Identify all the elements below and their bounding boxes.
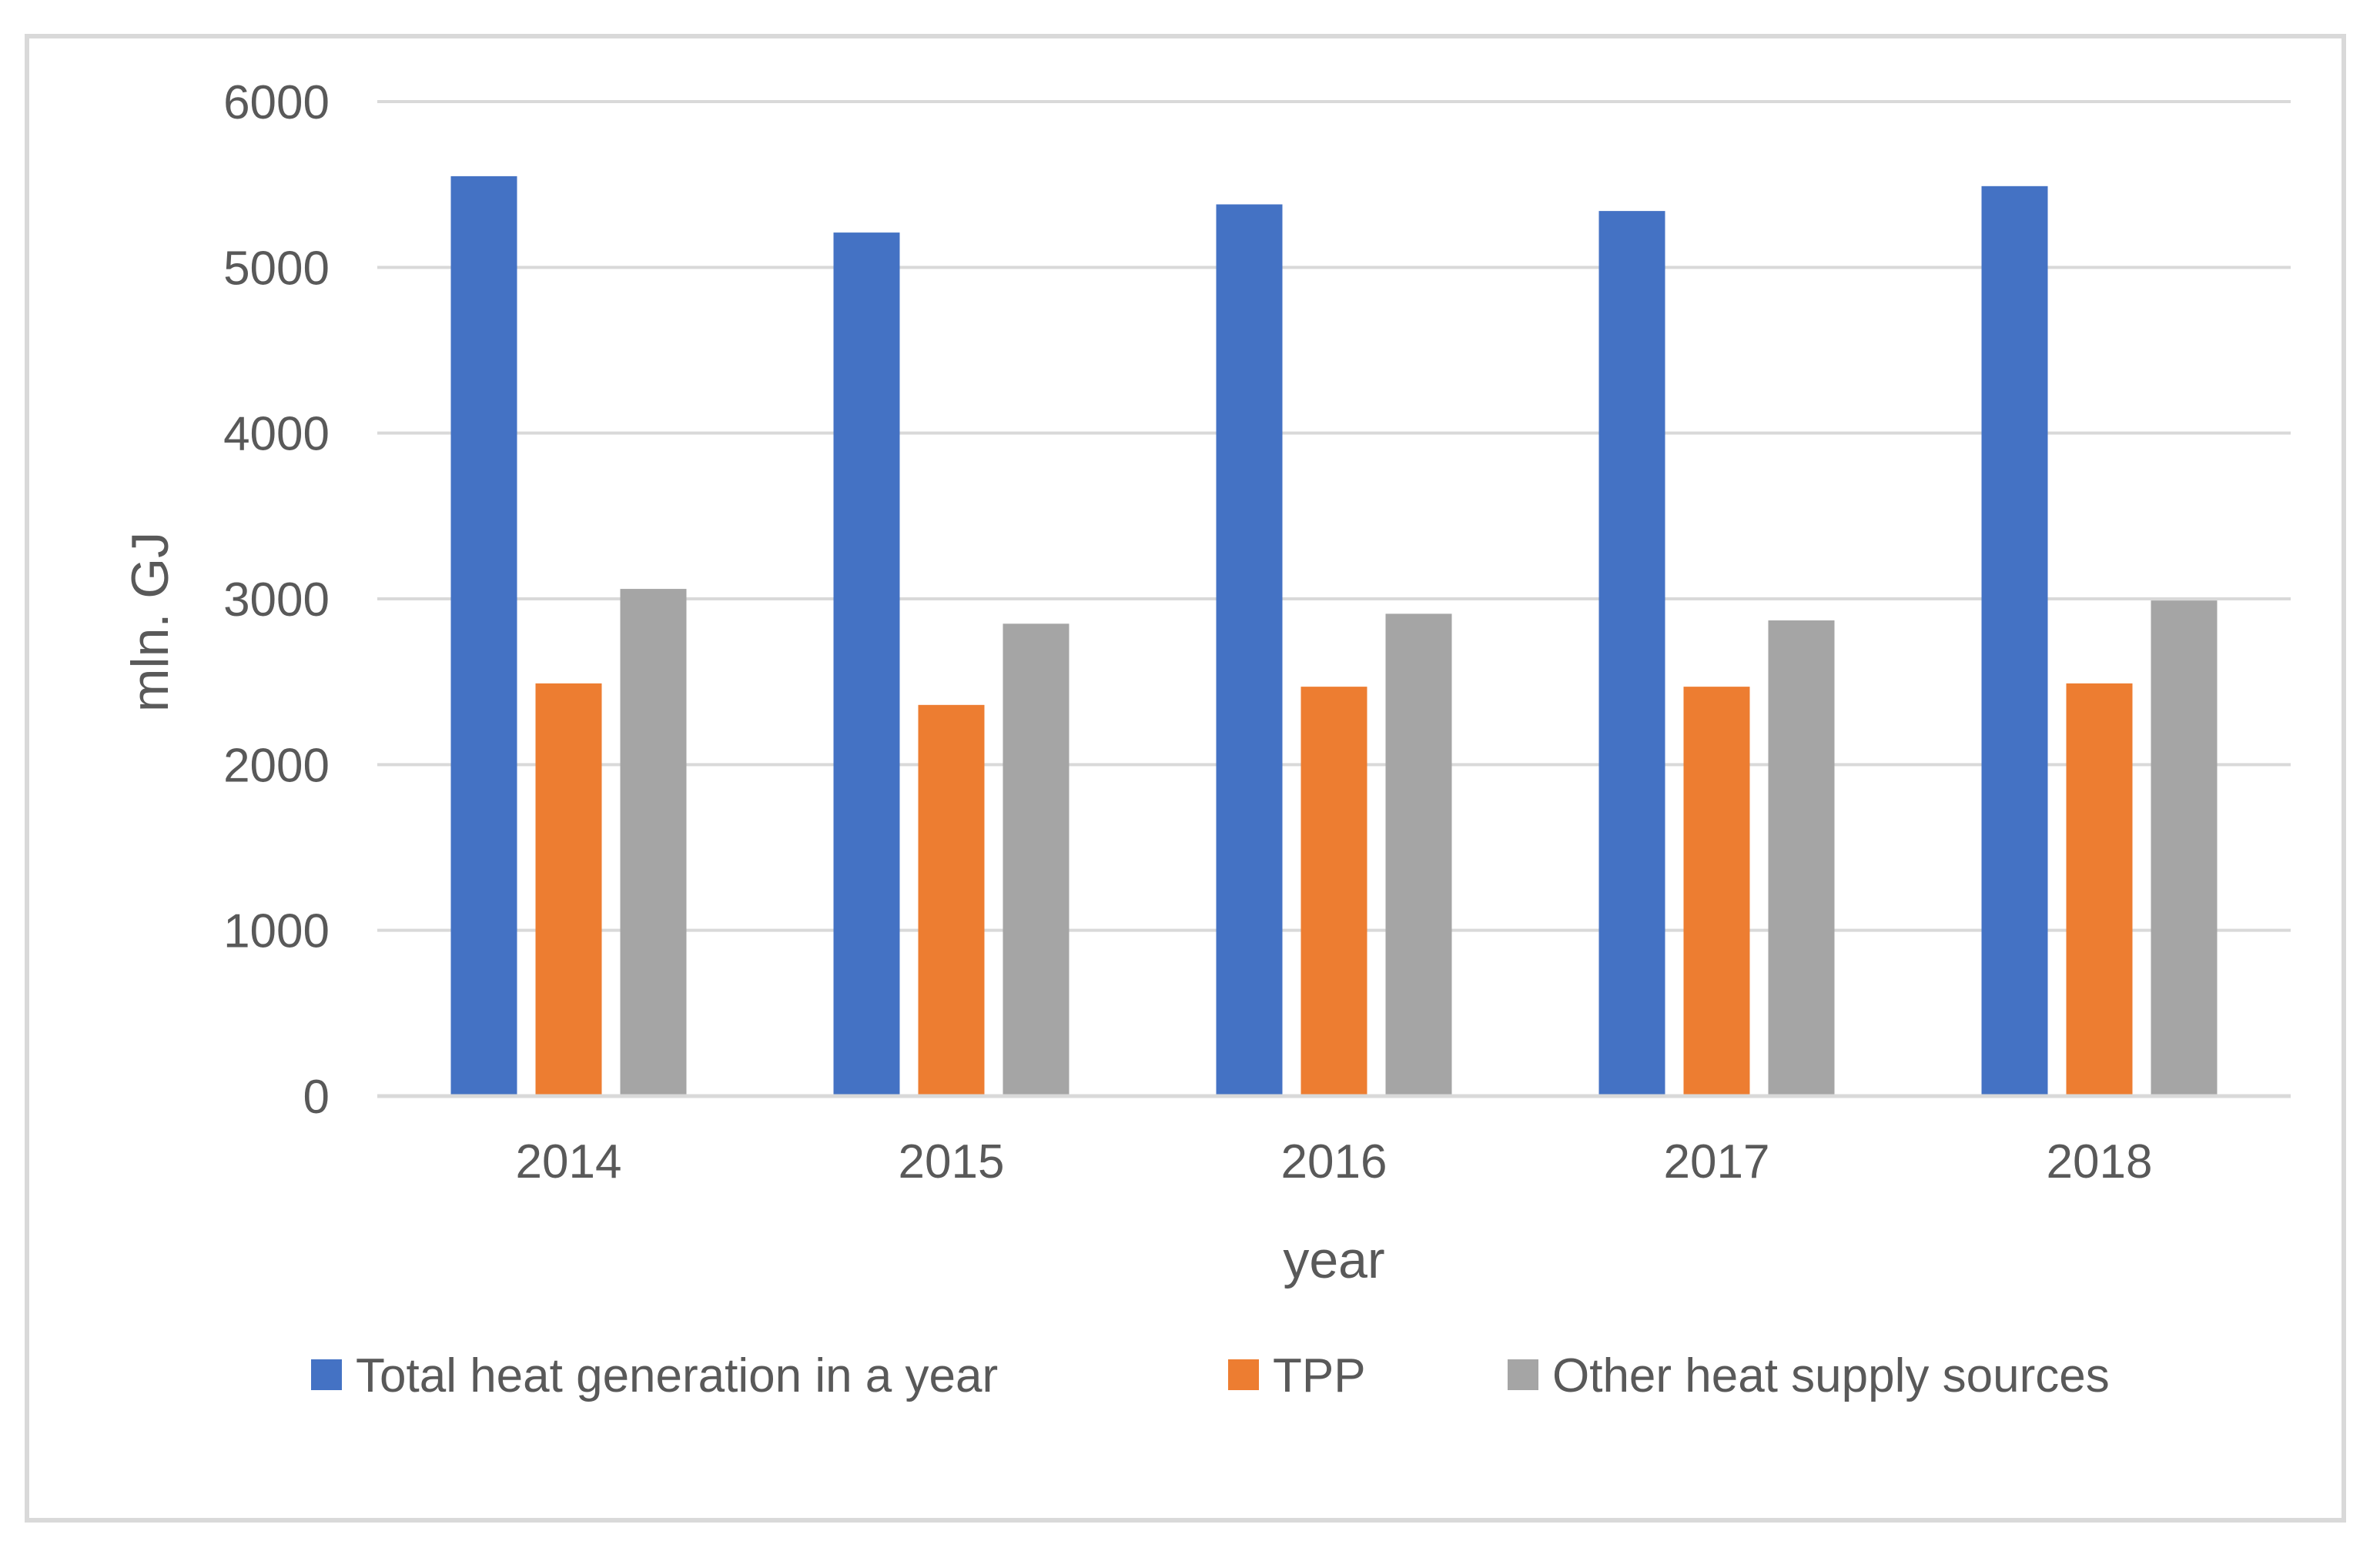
x-tick-label: 2014 — [516, 1135, 622, 1188]
bar-2015-series-2 — [1003, 623, 1069, 1096]
bar-2016-series-1 — [1300, 687, 1367, 1096]
bar-2015-series-0 — [833, 232, 900, 1097]
bar-2018-series-0 — [1981, 186, 2048, 1096]
bar-2015-series-1 — [918, 704, 985, 1096]
y-axis-title: mln. GJ — [121, 532, 179, 712]
bar-2016-series-2 — [1385, 613, 1452, 1096]
bar-2014-series-1 — [535, 683, 602, 1096]
legend-swatch-2 — [1508, 1359, 1538, 1390]
bar-2017-series-0 — [1598, 211, 1665, 1096]
x-tick-label: 2018 — [2047, 1135, 2153, 1188]
bar-2017-series-1 — [1683, 687, 1750, 1096]
x-axis-ticks: 2014 2015 2016 2017 2018 — [516, 1135, 2153, 1188]
y-axis-ticks: 0 1000 2000 3000 4000 5000 6000 — [223, 76, 330, 1124]
bar-2014-series-2 — [620, 589, 687, 1096]
gridlines — [377, 100, 2291, 932]
y-tick-label: 2000 — [223, 739, 330, 792]
x-tick-label: 2015 — [899, 1135, 1005, 1188]
bar-2018-series-2 — [2151, 600, 2218, 1096]
bars — [450, 175, 2218, 1097]
legend-label-2: Other heat supply sources — [1552, 1349, 2110, 1402]
y-tick-label: 6000 — [223, 76, 330, 129]
legend-label-0: Total heat generation in a year — [356, 1349, 998, 1402]
y-tick-label: 0 — [303, 1071, 330, 1124]
bar-2016-series-0 — [1216, 204, 1283, 1097]
legend-swatch-0 — [311, 1359, 342, 1390]
y-tick-label: 1000 — [223, 905, 330, 958]
x-tick-label: 2016 — [1281, 1135, 1387, 1188]
bar-2018-series-1 — [2066, 683, 2133, 1096]
bar-2017-series-2 — [1768, 620, 1835, 1096]
chart-frame — [25, 34, 2346, 1523]
y-tick-label: 5000 — [223, 242, 330, 295]
x-tick-label: 2017 — [1664, 1135, 1770, 1188]
y-tick-label: 4000 — [223, 408, 330, 461]
x-axis-title: year — [1283, 1231, 1384, 1289]
legend-swatch-1 — [1228, 1359, 1259, 1390]
y-tick-label: 3000 — [223, 573, 330, 627]
legend: Total heat generation in a year TPP Other … — [311, 1349, 2110, 1402]
legend-label-1: TPP — [1273, 1349, 1366, 1402]
bar-2014-series-0 — [450, 175, 517, 1096]
